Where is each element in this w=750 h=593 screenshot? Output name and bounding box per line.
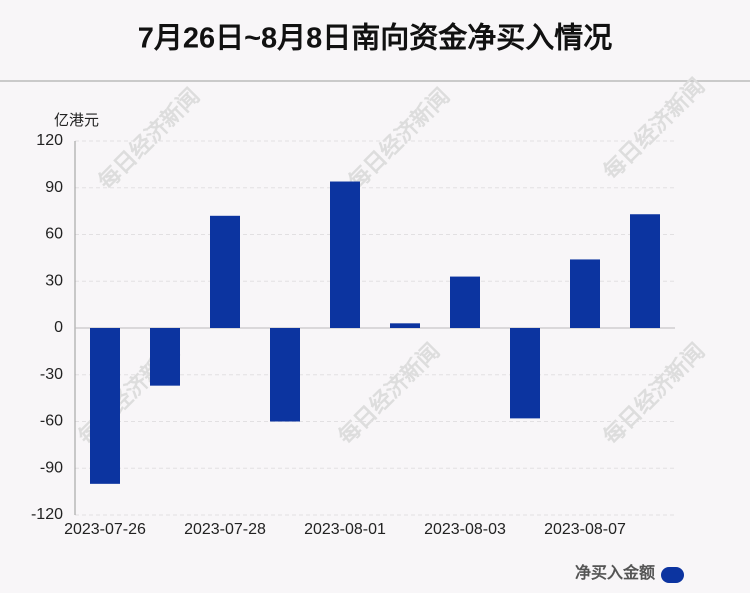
x-tick-label: 2023-07-26 (64, 521, 146, 538)
y-axis-label: 亿港元 (54, 112, 99, 129)
y-tick-label: -60 (40, 413, 63, 430)
bar (570, 259, 600, 328)
bar (210, 215, 240, 328)
bar (390, 323, 420, 328)
y-tick-label: 30 (45, 272, 63, 289)
legend-swatch (661, 567, 684, 583)
bar (330, 181, 360, 328)
y-tick-label: -90 (40, 459, 63, 476)
bar (270, 328, 300, 422)
y-tick-label: 0 (54, 319, 63, 336)
bar (630, 214, 660, 328)
bar (510, 328, 540, 419)
bar (150, 328, 180, 386)
x-tick-label: 2023-08-01 (304, 521, 386, 538)
x-tick-label: 2023-08-03 (424, 521, 506, 538)
y-tick-label: 120 (36, 132, 63, 149)
bar (90, 328, 120, 484)
chart-title: 7月26日~8月8日南向资金净买入情况 (138, 21, 613, 55)
y-tick-label: 60 (45, 226, 63, 243)
x-tick-label: 2023-07-28 (184, 521, 266, 538)
bar (450, 276, 480, 328)
y-tick-label: -30 (40, 366, 63, 383)
y-tick-label: 90 (45, 179, 63, 196)
x-tick-label: 2023-08-07 (544, 521, 626, 538)
y-tick-label: -120 (31, 506, 63, 523)
legend-label: 净买入金额 (575, 563, 655, 582)
